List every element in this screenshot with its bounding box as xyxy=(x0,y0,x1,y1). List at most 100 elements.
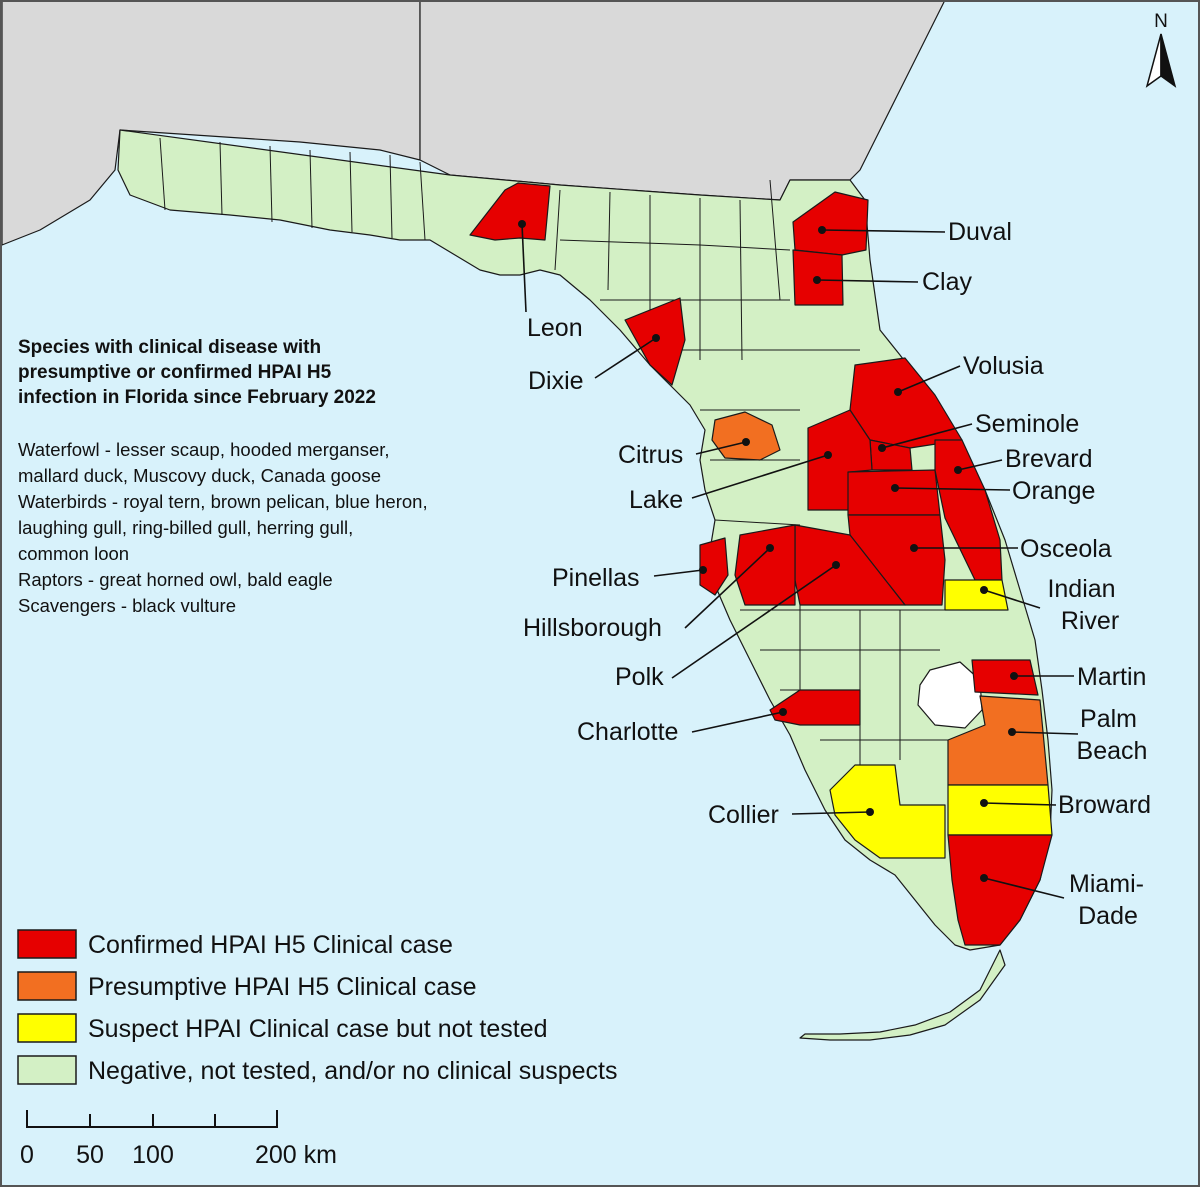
leader-charlotte xyxy=(691,711,784,733)
info-line-4: laughing gull, ring-billed gull, herring… xyxy=(18,517,353,538)
legend-swatch-suspect xyxy=(17,1013,77,1043)
legend-label-suspect: Suspect HPAI Clinical case but not teste… xyxy=(88,1015,548,1043)
info-line-7: Scavengers - black vulture xyxy=(18,595,236,616)
county-martin[interactable] xyxy=(971,659,1039,696)
leader-polk xyxy=(671,564,837,679)
label-charlotte: Charlotte xyxy=(577,718,678,746)
label-broward: Broward xyxy=(1058,791,1151,819)
label-pinellas: Pinellas xyxy=(552,564,640,592)
dot-collier xyxy=(866,808,874,816)
scale-label-100: 100 xyxy=(132,1141,174,1169)
label-clay: Clay xyxy=(922,268,973,296)
leader-citrus xyxy=(695,441,747,455)
dot-brevard xyxy=(954,466,962,474)
scale-label-200: 200 km xyxy=(255,1141,337,1169)
county-charlotte[interactable] xyxy=(769,689,861,726)
north-label: N xyxy=(1154,11,1168,32)
label-leon: Leon xyxy=(527,314,583,342)
info-title-line-3: infection in Florida since February 2022 xyxy=(18,387,376,408)
leader-dixie xyxy=(594,337,657,379)
dot-citrus xyxy=(742,438,750,446)
label-seminole: Seminole xyxy=(975,410,1079,438)
label-miami-dade: Miami- Dade xyxy=(1069,870,1151,930)
leader-clay xyxy=(816,279,919,283)
county-miami-dade[interactable] xyxy=(947,834,1053,946)
label-volusia: Volusia xyxy=(963,352,1044,380)
dot-hillsborough xyxy=(766,544,774,552)
label-polk: Polk xyxy=(615,663,664,691)
dot-dixie xyxy=(652,334,660,342)
map-legend: Confirmed HPAI H5 Clinical case Presumpt… xyxy=(17,929,617,1085)
dot-seminole xyxy=(878,444,886,452)
info-title-line-2: presumptive or confirmed HPAI H5 xyxy=(18,362,332,383)
county-boundaries xyxy=(159,137,950,770)
leader-brevard xyxy=(957,459,1003,471)
dot-orange xyxy=(891,484,899,492)
info-line-2: mallard duck, Muscovy duck, Canada goose xyxy=(18,465,381,486)
dot-duval xyxy=(818,226,826,234)
legend-swatch-negative xyxy=(17,1055,77,1085)
dot-volusia xyxy=(894,388,902,396)
dot-lake xyxy=(824,451,832,459)
scale-label-50: 50 xyxy=(76,1141,104,1169)
scale-bar xyxy=(26,1110,278,1128)
dot-charlotte xyxy=(779,708,787,716)
leader-lake xyxy=(691,454,829,499)
county-citrus[interactable] xyxy=(711,411,781,461)
dot-indian-river xyxy=(980,586,988,594)
label-leader-lines xyxy=(521,223,1079,899)
county-pinellas[interactable] xyxy=(699,537,729,596)
info-line-6: Raptors - great horned owl, bald eagle xyxy=(18,569,333,590)
leader-miami-dade xyxy=(983,877,1065,899)
county-dots xyxy=(518,220,1018,882)
florida-keys xyxy=(799,949,1006,1041)
leader-hillsborough xyxy=(684,547,771,629)
leader-duval xyxy=(821,229,946,233)
county-collier[interactable] xyxy=(829,764,946,859)
scale-label-0: 0 xyxy=(20,1141,34,1169)
legend-label-confirmed: Confirmed HPAI H5 Clinical case xyxy=(88,931,453,959)
label-palm-beach: Palm Beach xyxy=(1077,705,1148,765)
leader-collier xyxy=(791,811,871,815)
leader-palm-beach xyxy=(1011,731,1079,735)
dot-miami-dade xyxy=(980,874,988,882)
info-title-line-1: Species with clinical disease with xyxy=(18,337,321,358)
dot-palm-beach xyxy=(1008,728,1016,736)
county-hillsborough[interactable] xyxy=(734,524,796,606)
county-labels: Leon Dixie Duval Clay Volusia Seminole B… xyxy=(523,218,1151,930)
dot-leon xyxy=(518,220,526,228)
leader-broward xyxy=(983,802,1057,806)
legend-swatch-confirmed xyxy=(17,929,77,959)
label-martin: Martin xyxy=(1077,663,1146,691)
legend-swatch-presumptive xyxy=(17,971,77,1001)
label-osceola: Osceola xyxy=(1020,535,1112,563)
dot-clay xyxy=(813,276,821,284)
label-duval: Duval xyxy=(948,218,1012,246)
county-leon[interactable] xyxy=(469,182,551,241)
county-lake[interactable] xyxy=(807,409,873,511)
leader-pinellas xyxy=(653,569,704,577)
label-collier: Collier xyxy=(708,801,779,829)
county-orange[interactable] xyxy=(847,469,941,516)
leader-indian-river xyxy=(983,589,1041,609)
north-arrow-icon-dark xyxy=(1160,33,1177,88)
dot-martin xyxy=(1010,672,1018,680)
dot-polk xyxy=(832,561,840,569)
leader-volusia xyxy=(897,365,961,393)
label-citrus: Citrus xyxy=(618,441,683,469)
scale-bar-labels: 0 50 100 200 km xyxy=(20,1141,337,1169)
info-line-1: Waterfowl - lesser scaup, hooded mergans… xyxy=(18,439,390,460)
legend-label-presumptive: Presumptive HPAI H5 Clinical case xyxy=(88,973,477,1001)
leader-seminole xyxy=(881,423,973,449)
info-line-3: Waterbirds - royal tern, brown pelican, … xyxy=(18,491,428,512)
species-info-box: Species with clinical disease with presu… xyxy=(18,337,428,616)
county-indian-river[interactable] xyxy=(944,579,1009,611)
label-brevard: Brevard xyxy=(1005,445,1093,473)
lake-okeechobee xyxy=(917,661,983,729)
county-broward[interactable] xyxy=(947,784,1053,836)
dot-pinellas xyxy=(699,566,707,574)
legend-label-negative: Negative, not tested, and/or no clinical… xyxy=(88,1057,617,1085)
